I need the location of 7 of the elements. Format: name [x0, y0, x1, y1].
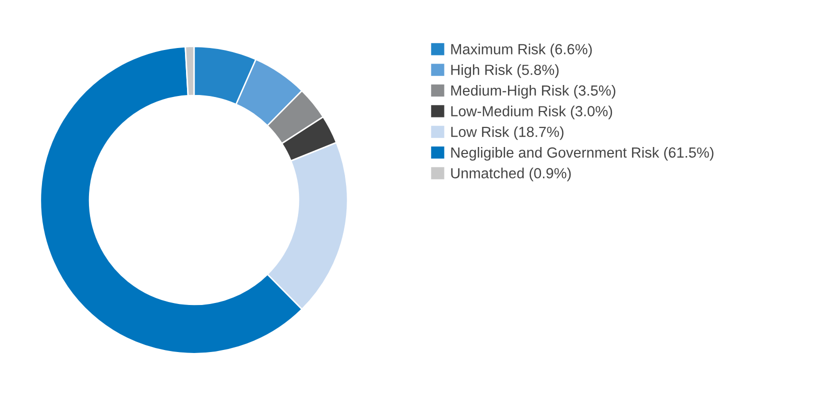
legend-label: Unmatched (0.9%): [451, 168, 571, 182]
legend-label: High Risk (5.8%): [451, 64, 559, 78]
legend-label: Negligible and Government Risk (61.5%): [451, 147, 714, 161]
legend-label: Low Risk (18.7%): [451, 126, 564, 140]
legend-label: Maximum Risk (6.6%): [451, 44, 592, 58]
legend-label: Medium-High Risk (3.5%): [451, 84, 616, 99]
legend-label: Low-Medium Risk (3.0%): [451, 106, 612, 120]
